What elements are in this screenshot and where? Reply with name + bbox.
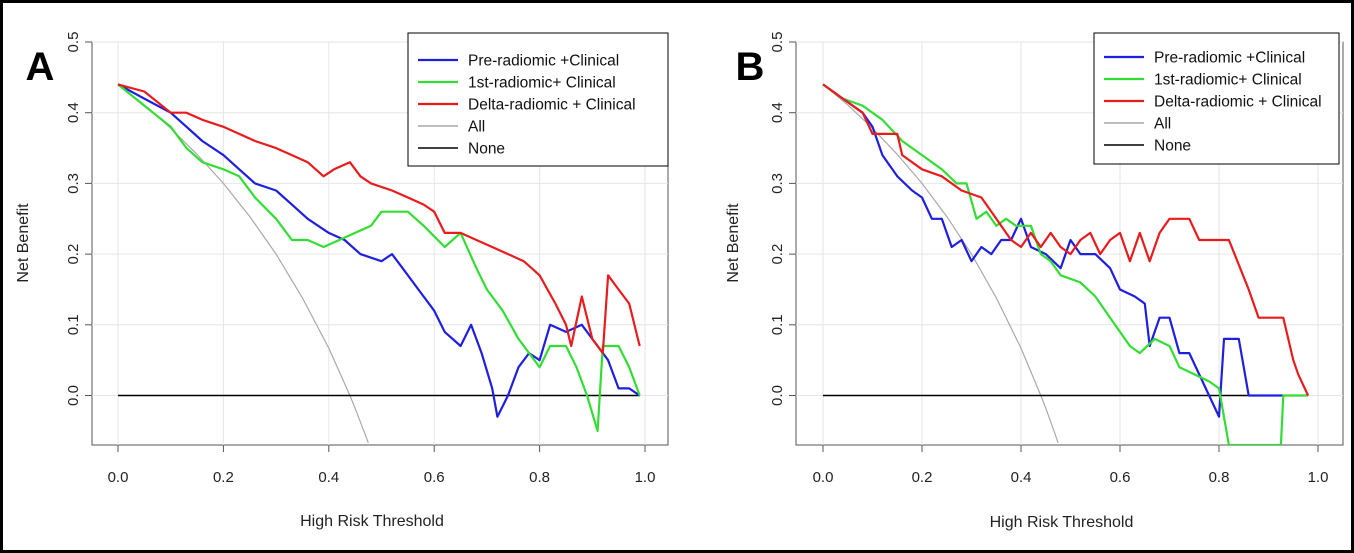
x-tick-label: 0.4 [318,469,339,486]
legend-entry: Delta-radiomic + Clinical [468,97,636,114]
x-axis-title: High Risk Threshold [300,513,444,530]
legend-entry: Delta-radiomic + Clinical [1154,94,1322,111]
x-tick-label: 1.0 [1308,469,1329,486]
legend-entry: 1st-radiomic+ Clinical [1154,72,1302,89]
panel-b: 0.0 0.2 0.4 0.6 0.8 1.0 0.0 0.1 0.2 0.3 0.4 0.5 High… [725,32,1344,531]
series-line-pre-radiomic-clinical [117,83,641,418]
x-tick-label: 0.8 [1209,469,1230,486]
x-tick-label: 1.0 [635,469,656,486]
legend-entry: Pre-radiomic +Clinical [468,53,619,70]
x-tick-label: 0.0 [108,469,129,486]
y-tick-label: 0.0 [65,385,82,406]
x-tick-label: 0.0 [813,469,834,486]
panel-label: B [736,45,765,89]
legend-box [1093,32,1340,165]
x-tick-label: 0.4 [1011,469,1032,486]
x-tick-label: 0.6 [1110,469,1131,486]
x-tick-label: 0.8 [529,469,550,486]
x-tick-label: 0.6 [424,469,445,486]
series-line-1st-radiomic-clinical [822,83,1309,445]
y-axis-title: Net Benefit [15,203,32,283]
x-axis-title: High Risk Threshold [990,514,1134,531]
y-axis-title: Net Benefit [725,203,742,283]
legend-entry: None [1154,138,1191,155]
legend-box [407,32,669,167]
panel-label: A [26,45,55,89]
series-line-pre-radiomic-clinical [822,83,1284,418]
y-tick-label: 0.5 [65,32,82,53]
series-line-delta-radiomic-clinical [822,83,1310,396]
y-tick-label: 0.1 [65,314,82,335]
y-tick-label: 0.5 [769,32,786,53]
y-tick-label: 0.2 [769,244,786,265]
legend-entry: All [1154,116,1171,133]
legend-entry: None [468,141,505,158]
series-group [822,83,1310,445]
legend-entry: Pre-radiomic +Clinical [1154,50,1305,67]
series-line-1st-radiomic-clinical [117,83,641,432]
y-tick-label: 0.4 [769,102,786,123]
panel-a: 0.0 0.2 0.4 0.6 0.8 1.0 0.0 0.1 0.2 0.3 0.4 0.5 High… [15,32,669,530]
y-tick-label: 0.3 [65,173,82,194]
series-line-delta-radiomic-clinical [117,83,641,355]
y-tick-label: 0.3 [769,173,786,194]
x-tick-label: 0.2 [213,469,234,486]
legend-entry: All [468,119,485,136]
x-tick-label: 0.2 [912,469,933,486]
legend-entry: 1st-radiomic+ Clinical [468,75,616,92]
y-tick-label: 0.2 [65,244,82,265]
series-group [117,83,641,444]
y-tick-label: 0.4 [65,102,82,123]
y-tick-label: 0.1 [769,314,786,335]
y-tick-label: 0.0 [769,385,786,406]
